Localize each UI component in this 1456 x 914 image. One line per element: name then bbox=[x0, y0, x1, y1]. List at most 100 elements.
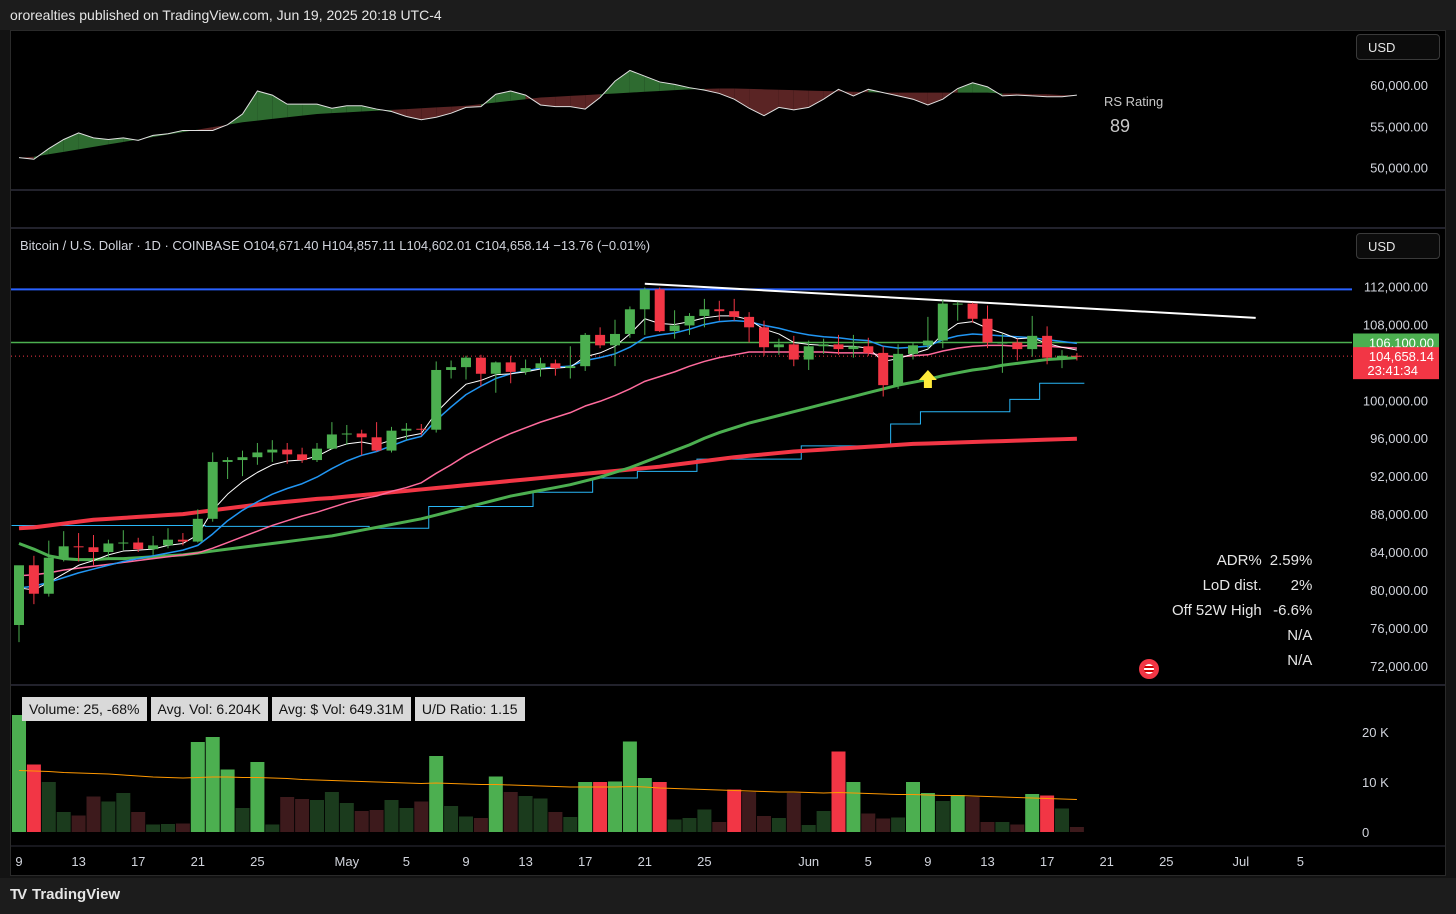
volume-bar bbox=[310, 800, 324, 832]
rs-fill bbox=[510, 90, 526, 101]
candle-body bbox=[893, 353, 904, 386]
candle bbox=[744, 312, 755, 343]
price-currency-button[interactable]: USD bbox=[1356, 233, 1440, 259]
rs-fill bbox=[242, 90, 258, 123]
rs-fill bbox=[913, 92, 928, 105]
candle-body bbox=[654, 289, 665, 332]
rs-currency-button[interactable]: USD bbox=[1356, 34, 1440, 60]
candle-body bbox=[88, 547, 99, 553]
countdown-badge: 23:41:34 bbox=[1367, 363, 1418, 378]
candle-body bbox=[908, 345, 918, 354]
open-label: O bbox=[243, 238, 254, 253]
candle-body bbox=[356, 433, 367, 438]
volume-bar bbox=[846, 782, 861, 832]
candle bbox=[148, 535, 159, 555]
time-axis-tick: 21 bbox=[638, 854, 652, 869]
candle bbox=[922, 316, 933, 350]
stat-key: LoD dist. bbox=[1202, 577, 1262, 594]
rs-fill bbox=[1047, 94, 1062, 97]
time-axis-tick: 13 bbox=[518, 854, 532, 869]
rs-fill bbox=[63, 132, 79, 152]
candle bbox=[699, 298, 710, 328]
high-label: H bbox=[322, 238, 332, 253]
candle-body bbox=[863, 346, 874, 353]
publisher-text: ororealties published on TradingView.com… bbox=[10, 7, 442, 23]
tradingview-logo[interactable]: TV TradingView bbox=[10, 886, 120, 903]
volume-bar bbox=[816, 811, 831, 832]
volume-bar bbox=[354, 811, 369, 832]
candle bbox=[356, 429, 367, 456]
symbol-legend[interactable]: Bitcoin / U.S. Dollar · 1D · COINBASE O1… bbox=[20, 238, 650, 253]
candle bbox=[88, 534, 99, 566]
candle-body bbox=[461, 357, 471, 368]
volume-bar bbox=[742, 792, 757, 832]
volume-axis-tick: 0 bbox=[1362, 825, 1369, 840]
volume-bar bbox=[473, 818, 488, 832]
volume-bar bbox=[56, 812, 71, 832]
candle-body bbox=[267, 449, 278, 453]
volume-bar bbox=[876, 818, 891, 832]
candle-body bbox=[982, 318, 993, 343]
close-label: C bbox=[475, 238, 485, 253]
volume-bar bbox=[384, 800, 399, 832]
volume-bar bbox=[1069, 827, 1084, 832]
time-axis-tick: 13 bbox=[980, 854, 994, 869]
time-axis-tick: 9 bbox=[15, 854, 22, 869]
candle-body bbox=[446, 367, 457, 370]
rs-line bbox=[18, 69, 1077, 160]
candle bbox=[43, 540, 54, 597]
candle bbox=[937, 299, 948, 349]
candle-body bbox=[401, 428, 412, 431]
candle-body bbox=[177, 539, 188, 542]
price-axis-tick: 84,000.00 bbox=[1370, 545, 1428, 560]
candle-body bbox=[237, 457, 248, 461]
avg-volume-label: Avg. Vol: 6.204K bbox=[150, 697, 268, 721]
candle-body bbox=[952, 303, 963, 305]
rs-fill bbox=[957, 82, 973, 93]
volume-bar bbox=[429, 756, 444, 832]
rs-fill bbox=[48, 139, 64, 155]
candle bbox=[252, 442, 263, 465]
rs-axis-tick: 50,000.00 bbox=[1370, 160, 1428, 175]
time-axis-tick: 13 bbox=[71, 854, 85, 869]
rs-axis-tick: 60,000.00 bbox=[1370, 78, 1428, 93]
candle bbox=[1027, 315, 1038, 357]
candle-body bbox=[505, 362, 516, 372]
candle bbox=[803, 340, 814, 370]
volume-bar bbox=[637, 778, 652, 832]
time-axis-tick: 9 bbox=[924, 854, 931, 869]
candle-body bbox=[490, 362, 501, 374]
rs-fill bbox=[644, 76, 660, 92]
candle bbox=[863, 337, 874, 356]
volume-bar bbox=[116, 793, 131, 832]
candle-body bbox=[699, 309, 710, 316]
chart-frame[interactable] bbox=[10, 30, 1446, 876]
rs-fill bbox=[287, 104, 303, 118]
candle-body bbox=[312, 448, 322, 461]
candle-body bbox=[1042, 335, 1053, 358]
stat-value: N/A bbox=[1287, 627, 1313, 644]
volume-bar bbox=[1025, 794, 1040, 832]
volume-bar bbox=[131, 812, 146, 832]
candle-body bbox=[773, 344, 784, 348]
volume-bar bbox=[190, 742, 205, 832]
rs-fill bbox=[257, 90, 273, 121]
time-axis-tick: Jun bbox=[798, 854, 819, 869]
us-flag-icon[interactable] bbox=[1139, 659, 1159, 679]
candle-body bbox=[297, 454, 308, 461]
volume-bar bbox=[1055, 808, 1069, 832]
volume-legend[interactable]: Volume: 25, -68% Avg. Vol: 6.204K Avg: $ V… bbox=[22, 697, 529, 721]
candle-body bbox=[520, 368, 531, 372]
avg-dollar-volume-label: Avg: $ Vol: 649.31M bbox=[271, 697, 411, 721]
volume-bar bbox=[399, 808, 414, 832]
rs-fill bbox=[898, 92, 913, 100]
volume-bar bbox=[101, 801, 116, 832]
candle bbox=[908, 342, 918, 360]
candle bbox=[207, 452, 218, 522]
candle bbox=[267, 440, 278, 462]
candle bbox=[788, 335, 799, 367]
rs-axis-tick: 55,000.00 bbox=[1370, 119, 1428, 134]
candle bbox=[982, 305, 993, 349]
sma200-line bbox=[18, 436, 1077, 531]
